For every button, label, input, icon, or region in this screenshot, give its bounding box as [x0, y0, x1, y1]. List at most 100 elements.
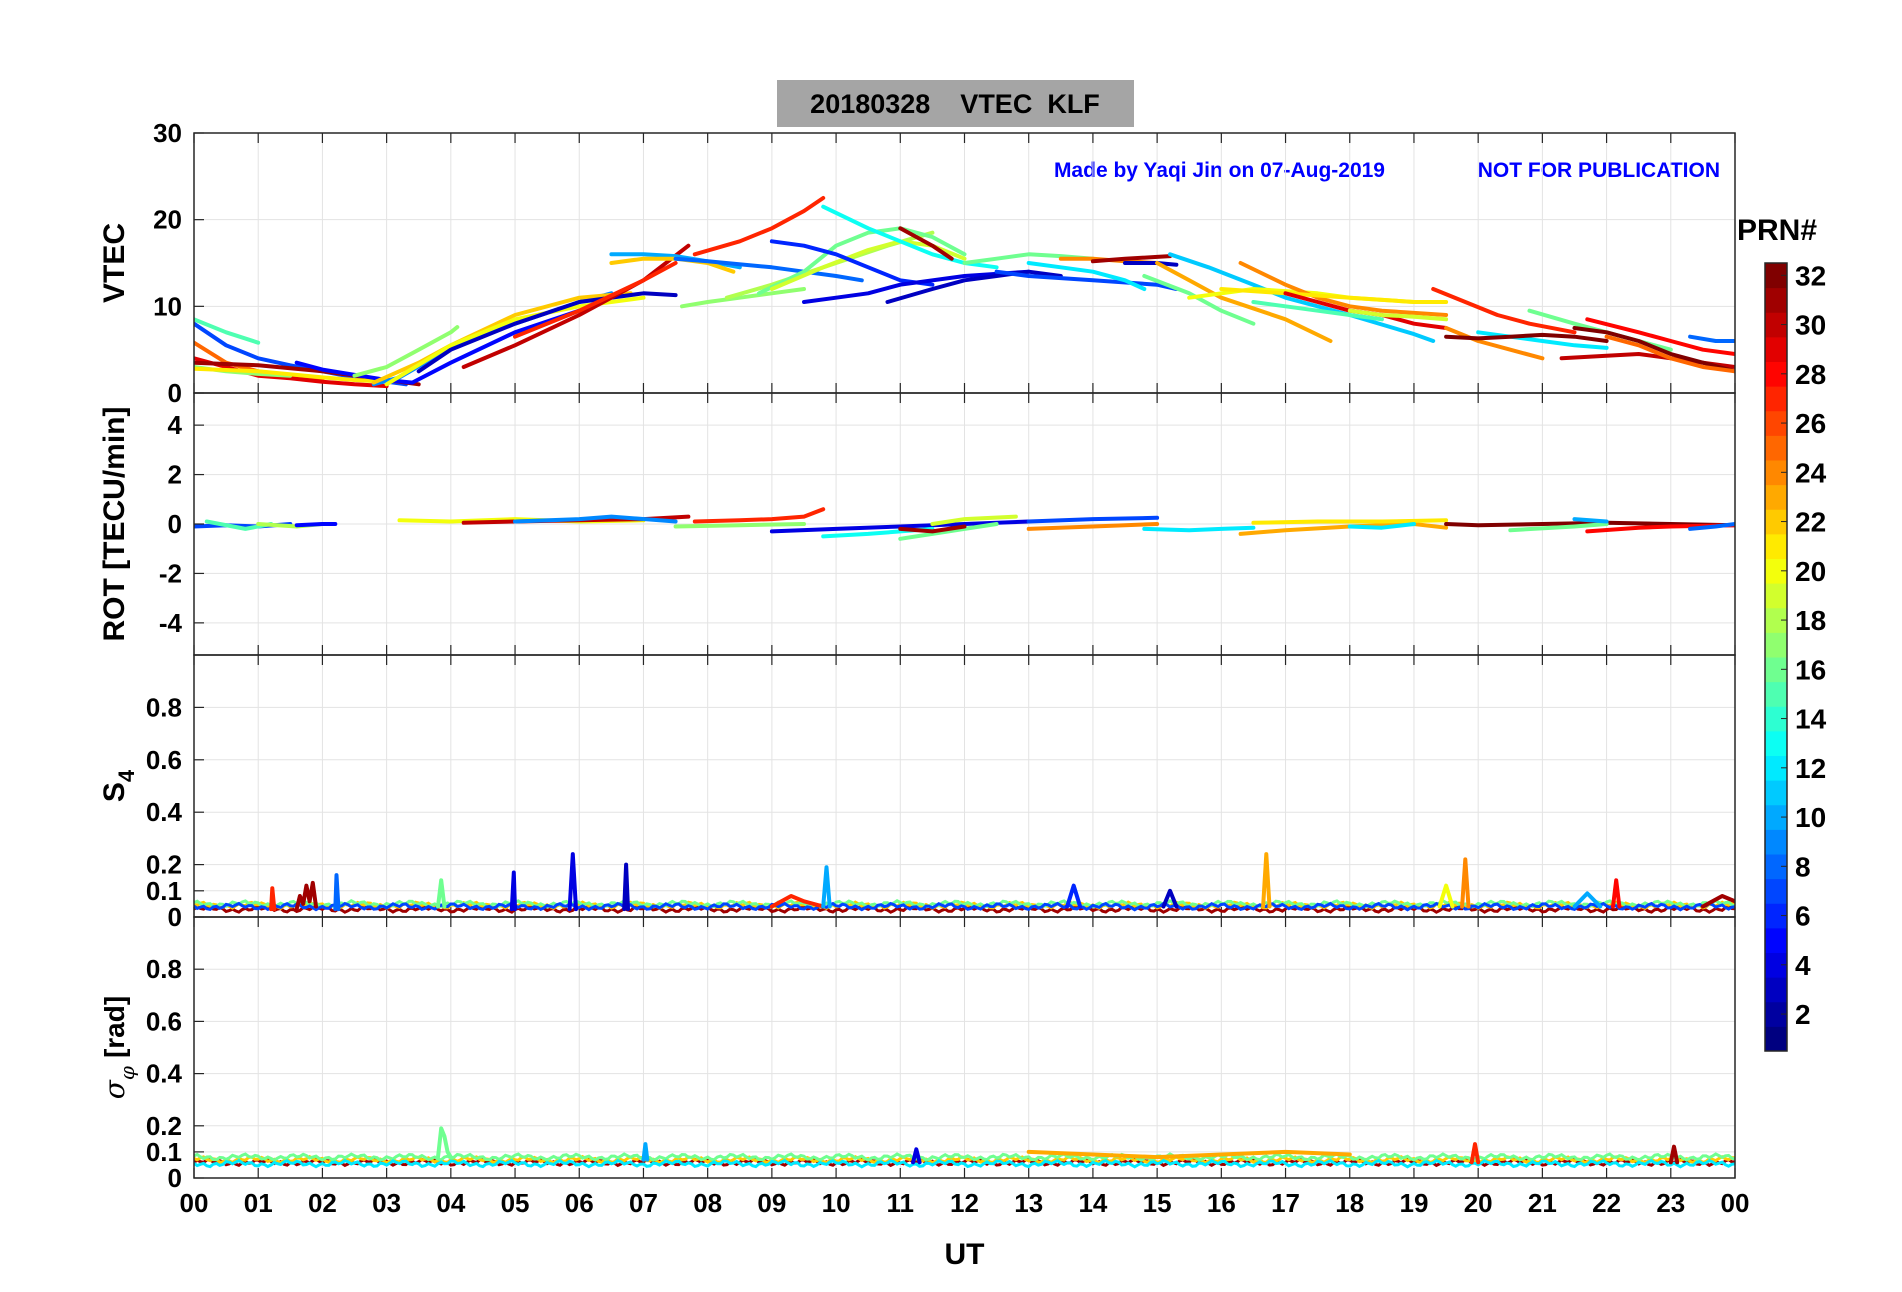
colorbar-tick-label: 16 — [1795, 654, 1826, 685]
x-tick-label: 15 — [1143, 1188, 1172, 1218]
colorbar-tick-label: 30 — [1795, 310, 1826, 341]
series-prn-12 — [1142, 525, 1256, 533]
colorbar-cell — [1765, 336, 1787, 362]
colorbar-tick-label: 28 — [1795, 359, 1826, 390]
series-prn-12 — [1476, 330, 1609, 350]
series-prn-12 — [1026, 261, 1147, 291]
vtec-y-label: VTEC — [98, 223, 131, 303]
series-prn-24 — [1444, 326, 1545, 361]
colorbar-cell — [1765, 533, 1787, 559]
colorbar-cell — [1765, 287, 1787, 313]
s4-grid — [193, 655, 1736, 917]
y-tick-label: 0.1 — [146, 1137, 182, 1167]
series-prn-8 — [673, 256, 864, 283]
colorbar-cell — [1765, 1026, 1787, 1052]
y-tick-label: 0.1 — [146, 876, 182, 906]
colorbar-cell — [1765, 361, 1787, 387]
series-prn-5 — [294, 308, 582, 385]
series-prn-10 — [1572, 517, 1609, 524]
series-prn-19 — [1347, 308, 1449, 322]
colorbar-label: PRN# — [1737, 214, 1817, 247]
colorbar-cell — [1765, 927, 1787, 953]
series-prn-7 — [994, 269, 1179, 291]
x-tick-label: 04 — [436, 1188, 465, 1218]
series-prn-20 — [1437, 883, 1455, 909]
series-prn-16 — [1142, 274, 1256, 326]
colorbar-cell — [1765, 263, 1787, 289]
vtec-y-ticks: 0 10 20 30 — [153, 118, 204, 408]
series-prn-15 — [1251, 300, 1384, 322]
series-prn-3 — [1161, 888, 1179, 909]
series-prn-8 — [1688, 522, 1735, 531]
rot-panel: -4 -2 0 2 4 ROT [TECU/min] — [98, 392, 1736, 656]
title-background — [777, 80, 1134, 127]
colorbar-tick-label: 6 — [1795, 901, 1811, 932]
series-prn-24 — [1238, 261, 1449, 317]
series-prn-31 — [1668, 1144, 1680, 1165]
series-prn-27 — [769, 894, 826, 909]
y-tick-label: 30 — [153, 118, 182, 148]
series-prn-3 — [622, 862, 630, 912]
series-prn-24 — [1026, 522, 1160, 531]
s4-y-label-sub: 4 — [114, 769, 139, 782]
series-prn-16 — [436, 1126, 453, 1160]
series-prn-24 — [1460, 857, 1471, 909]
series-prn-8 — [1688, 334, 1735, 343]
series-prn-31 — [898, 524, 967, 534]
x-tick-label: 10 — [822, 1188, 851, 1218]
baseline-prn-7 — [194, 901, 1735, 912]
x-tick-label: 17 — [1271, 1188, 1300, 1218]
x-tick-label: 01 — [244, 1188, 273, 1218]
y-tick-label: 0.2 — [146, 850, 182, 880]
colorbar-cell — [1765, 435, 1787, 461]
series-prn-4 — [509, 870, 517, 912]
x-tick-label: 02 — [308, 1188, 337, 1218]
x-tick-label: 23 — [1656, 1188, 1685, 1218]
y-tick-label: 0.2 — [146, 1111, 182, 1141]
colorbar-tick-label: 24 — [1795, 457, 1827, 488]
series-prn-3 — [1123, 261, 1179, 267]
sigma-phi-y-label-sub: φ — [115, 1066, 139, 1080]
sigma-phi-lines — [194, 1126, 1735, 1169]
rot-y-ticks: -4 -2 0 2 4 — [159, 410, 204, 638]
colorbar-cell — [1765, 878, 1787, 904]
rot-lines — [194, 507, 1735, 541]
series-prn-10 — [1572, 891, 1603, 909]
colorbar-tick-label: 32 — [1795, 260, 1826, 291]
colorbar-tick-label: 8 — [1795, 851, 1811, 882]
colorbar-cells — [1765, 263, 1787, 1052]
y-tick-label: 20 — [153, 205, 182, 235]
baseline-prn-12 — [194, 1158, 1735, 1169]
y-tick-label: 2 — [168, 460, 182, 490]
s4-y-ticks: 00.10.2 0.4 0.6 0.8 — [146, 692, 204, 932]
s4-y-label-main: S — [98, 782, 131, 802]
series-prn-28 — [1611, 878, 1622, 909]
y-tick-label: 0.4 — [146, 797, 183, 827]
colorbar-cell — [1765, 804, 1787, 830]
sigma-phi-grid — [193, 917, 1736, 1178]
y-tick-label: 0 — [168, 1163, 182, 1193]
y-tick-label: 0 — [168, 902, 182, 932]
series-prn-21 — [1219, 287, 1449, 304]
y-tick-label: 0 — [168, 509, 182, 539]
colorbar-cell — [1765, 632, 1787, 658]
colorbar-cell — [1765, 780, 1787, 806]
series-prn-31 — [1700, 894, 1735, 909]
sigma-phi-panel: 00.10.2 0.4 0.6 0.8 σφ [rad] — [98, 916, 1736, 1193]
colorbar-cell — [1765, 410, 1787, 436]
x-tick-label: 00 — [180, 1188, 209, 1218]
s4-lines — [194, 852, 1735, 914]
series-prn-27 — [692, 196, 826, 257]
colorbar-cell — [1765, 657, 1787, 683]
colorbar-cell — [1765, 460, 1787, 486]
x-tick-label: 05 — [501, 1188, 530, 1218]
y-tick-label: -2 — [159, 558, 182, 588]
series-prn-4 — [802, 269, 1031, 304]
x-tick-label: 06 — [565, 1188, 594, 1218]
series-prn-16 — [1508, 522, 1609, 533]
colorbar-cell — [1765, 509, 1787, 535]
